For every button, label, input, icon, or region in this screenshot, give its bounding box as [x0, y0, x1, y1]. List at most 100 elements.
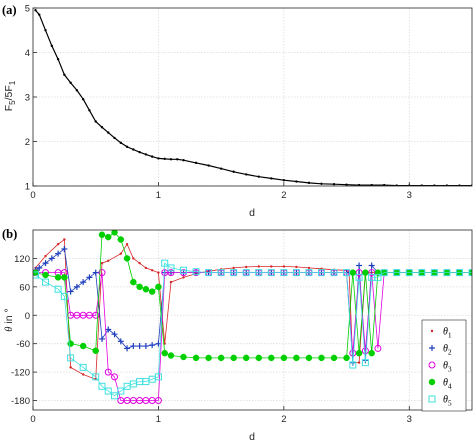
panel-a-point-s1: [433, 184, 436, 186]
panel-b-point-s4: [305, 354, 313, 362]
panel-b-ylabel: θ in °: [3, 308, 15, 331]
panel-b-point-s1: [81, 373, 85, 376]
panel-b-point-s1: [157, 271, 160, 274]
panel-b-point-s4: [280, 354, 288, 362]
panel-b-point-s4: [368, 349, 375, 357]
panel-b-point-s5: [305, 269, 313, 277]
panel-a-y-tick-label: 2: [25, 137, 30, 148]
panel-b-point-s1: [357, 361, 361, 364]
panel-b-point-s4: [92, 347, 99, 355]
panel-a-y-tick-label: 4: [25, 48, 30, 59]
panel-b-y-tick-label: 60: [19, 282, 30, 293]
panel-b-point-s5: [67, 354, 75, 362]
legend-marker-3: [428, 361, 436, 369]
panel-a-point-s1: [163, 157, 166, 161]
panel-a-point-s1: [194, 161, 198, 165]
panel-b-point-s4: [33, 269, 39, 276]
panel-b-point-s2: [86, 274, 93, 281]
panel-b-point-s5: [192, 268, 200, 276]
panel-b-point-s4: [349, 269, 357, 276]
panel-b-data: [33, 230, 472, 405]
panel-a-point-s1: [144, 153, 148, 156]
panel-a-point-s1: [458, 184, 461, 186]
panel-b-point-s2: [55, 250, 62, 257]
panel-b-point-s4: [330, 354, 338, 362]
panel-a-point-s1: [125, 145, 129, 149]
panel-b-y-tick-label: 0: [25, 311, 30, 322]
panel-b-point-s2: [61, 245, 68, 252]
panel-b-point-s4: [123, 255, 131, 262]
panel-b-point-s5: [292, 269, 300, 277]
panel-b-point-s5: [230, 269, 238, 277]
panel-b-point-s1: [282, 265, 286, 268]
panel-b-point-s5: [54, 285, 62, 293]
panel-b-point-s5: [104, 387, 112, 395]
panel-b-point-s2: [80, 279, 87, 286]
panel-b-point-s1: [169, 280, 173, 284]
panel-a-point-s1: [100, 126, 104, 129]
panel-b-point-s1: [63, 238, 66, 241]
panel-b-point-s1: [144, 266, 148, 270]
panel-a-point-s1: [282, 179, 286, 182]
panel-b-point-s1: [182, 276, 185, 279]
panel-b-point-s3: [98, 269, 106, 277]
panel-a-point-s1: [94, 120, 97, 123]
panel-b-point-s4: [318, 354, 325, 362]
panel-b-point-s2: [130, 343, 137, 350]
panel-b-point-s5: [355, 273, 363, 281]
panel-b-point-s1: [69, 366, 72, 369]
panel-a-point-s1: [176, 158, 179, 161]
panel-b-x-tick-label: 3: [407, 414, 412, 425]
panel-b-point-s4: [105, 233, 112, 241]
panel-a-point-s1: [332, 183, 336, 186]
panel-b-point-s4: [205, 354, 212, 362]
panel-b-point-s5: [42, 278, 50, 286]
panel-b-point-s5: [317, 269, 325, 277]
panel-b-point-s3: [92, 311, 100, 319]
panel-b-point-s5: [79, 363, 87, 371]
panel-b-point-s5: [468, 269, 472, 277]
panel-a-series-line-1: [35, 9, 472, 186]
panel-b-point-s5: [154, 373, 162, 381]
panel-a-point-s1: [157, 157, 160, 160]
panel-b-point-s5: [60, 292, 68, 300]
panel-b-point-s2: [117, 338, 124, 345]
panel-b-point-s3: [111, 373, 119, 381]
panel-b-point-s5: [443, 269, 451, 277]
panel-b-point-s5: [205, 269, 213, 277]
legend-label-4: θ4: [443, 378, 452, 391]
panel-b-point-s4: [293, 354, 300, 362]
panel-b-point-s2: [73, 283, 80, 290]
panel-b-point-s5: [330, 269, 338, 277]
panel-a-point-s1: [383, 183, 386, 186]
panel-a-point-s1: [345, 183, 348, 186]
legend-label-1: θ1: [443, 327, 452, 340]
panel-b-point-s4: [142, 285, 150, 293]
panel-b-point-s1: [295, 265, 298, 269]
panel-a-y-tick-label: 3: [25, 93, 30, 104]
panel-b-point-s5: [267, 269, 275, 277]
panel-b-point-s5: [33, 271, 40, 279]
panel-b-point-s1: [232, 266, 235, 270]
panel-b-point-s5: [380, 269, 388, 277]
panel-b-point-s4: [117, 236, 125, 243]
panel-b-x-tick-label: 0: [30, 414, 35, 425]
panel-b-point-s2: [111, 331, 118, 338]
legend-marker-1: [430, 329, 434, 333]
panel-b-point-s5: [374, 273, 382, 281]
panel-b-point-s3: [154, 397, 162, 405]
panel-b-point-s4: [111, 230, 118, 236]
panel-b-point-s3: [374, 344, 382, 352]
panel-a-point-s1: [245, 173, 248, 176]
panel-b-point-s5: [117, 387, 125, 395]
panel-b-point-s1: [56, 243, 60, 246]
legend-marker-2: [429, 345, 435, 351]
panel-b-point-s5: [405, 269, 413, 277]
panel-b-point-s5: [455, 269, 463, 277]
panel-b-point-s5: [217, 269, 225, 277]
panel-b-point-s5: [98, 382, 106, 390]
panel-a-point-s1: [169, 158, 173, 161]
panel-a-label: (a): [2, 3, 17, 17]
panel-b-point-s5: [167, 264, 175, 272]
panel-a-point-s1: [370, 183, 373, 186]
